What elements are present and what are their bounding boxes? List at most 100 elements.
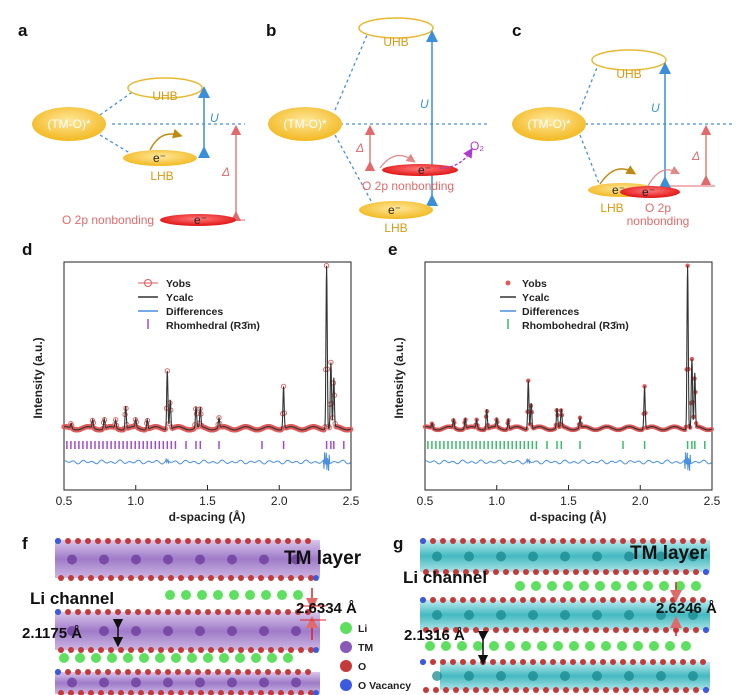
o-atom — [145, 538, 151, 544]
tm-atom — [624, 551, 634, 562]
li-atom — [245, 590, 255, 600]
o-atom — [623, 569, 629, 575]
o-atom — [268, 575, 274, 581]
o-atom — [58, 690, 64, 695]
o-atom — [440, 597, 446, 603]
o-atom — [178, 647, 184, 653]
tm-atom — [259, 626, 269, 636]
tm-atom — [496, 610, 506, 620]
uhb-label: UHB — [152, 89, 177, 103]
o-atom — [510, 538, 516, 544]
o-atom — [660, 597, 666, 603]
o-atom — [138, 647, 144, 653]
xtick-label: 1.5 — [199, 494, 216, 508]
tm-atom — [131, 677, 141, 688]
li-atom — [75, 653, 85, 663]
tm-atom — [195, 554, 205, 565]
svg-text:O 2p: O 2p — [645, 201, 671, 215]
o-atom — [423, 627, 429, 633]
o-atom — [288, 575, 294, 581]
li-atom — [219, 653, 229, 663]
o-atom — [430, 597, 436, 603]
li-atom — [585, 641, 595, 651]
o-atom — [590, 538, 596, 544]
o-atom — [683, 627, 689, 633]
o-atom — [610, 538, 616, 544]
li-atom — [171, 653, 181, 663]
o-atom — [600, 659, 606, 665]
o-atom — [95, 538, 101, 544]
xtick-label: 1.0 — [488, 494, 505, 508]
o-vacancy-atom — [420, 597, 426, 603]
o-atom — [520, 597, 526, 603]
series-phase-1 — [427, 441, 706, 449]
o-atom — [228, 690, 234, 695]
tm-atom — [528, 671, 538, 681]
li-atom — [277, 590, 287, 600]
o-atom — [613, 569, 619, 575]
tm-layer-label-f: TM layer — [284, 548, 362, 569]
o-atom — [583, 687, 589, 693]
svg-text:(TM-O)*: (TM-O)* — [283, 117, 327, 131]
panel-a: a (TM-O)* UHB e⁻ LHB U Δ e⁻ O 2p nonbond… — [18, 21, 245, 227]
o-atom — [600, 538, 606, 544]
o-atom — [470, 538, 476, 544]
o-atom — [235, 609, 241, 615]
o-atom — [610, 659, 616, 665]
o-atom — [258, 647, 264, 653]
xtick-label: 0.5 — [417, 494, 434, 508]
li-atom — [91, 653, 101, 663]
li-atom — [473, 641, 483, 651]
o-atom — [503, 569, 509, 575]
tm-atom — [67, 626, 77, 636]
o-atom — [158, 690, 164, 695]
tm-atom — [464, 610, 474, 620]
tm-atom — [560, 551, 570, 562]
tm-atom — [592, 671, 602, 681]
distance-f-2: 2.1175 Å — [22, 625, 82, 642]
o2p-label: O 2p nonbonding — [62, 213, 154, 227]
o-atom — [580, 597, 586, 603]
legend-e-phase: Rhombohedral (R3̄m) — [522, 320, 629, 332]
o-atom — [630, 659, 636, 665]
panel-e: e 0.5 1.0 1.5 2.0 2.5 Intensity (a.u.) d-spa… — [388, 240, 721, 524]
o-atom — [503, 687, 509, 693]
o-atom — [520, 659, 526, 665]
panel-label-c: c — [512, 21, 521, 40]
li-atom — [617, 641, 627, 651]
legend-tm-swatch — [340, 641, 352, 653]
svg-text:TM: TM — [358, 642, 373, 654]
o-atom — [603, 627, 609, 633]
o-atom — [553, 569, 559, 575]
svg-text:e⁻: e⁻ — [194, 213, 207, 227]
tm-atom — [291, 677, 301, 688]
tm-atom — [688, 551, 698, 562]
li-atom — [489, 641, 499, 651]
o-atom — [205, 538, 211, 544]
o-atom — [490, 597, 496, 603]
o-atom — [603, 687, 609, 693]
o-atom — [228, 647, 234, 653]
li-atom — [659, 581, 669, 591]
li-channel-label-g: Li channel — [403, 568, 487, 587]
o-atom — [155, 669, 161, 675]
tm-atom — [67, 554, 77, 565]
o-atom — [543, 627, 549, 633]
o-atom — [195, 538, 201, 544]
distance-g-2: 2.1316 Å — [404, 627, 465, 644]
o-vacancy-atom — [420, 538, 426, 544]
tm-atom — [163, 626, 173, 636]
o-atom — [115, 609, 121, 615]
o-atom — [75, 669, 81, 675]
o-atom — [583, 569, 589, 575]
o-atom — [573, 687, 579, 693]
o-vacancy-atom — [55, 538, 61, 544]
o-atom — [423, 687, 429, 693]
o-atom — [135, 609, 141, 615]
lhb-band — [123, 150, 197, 166]
o-atom — [553, 687, 559, 693]
o-atom — [305, 669, 311, 675]
tm-atom — [259, 554, 269, 565]
o-atom — [85, 669, 91, 675]
tm-atom — [195, 626, 205, 636]
